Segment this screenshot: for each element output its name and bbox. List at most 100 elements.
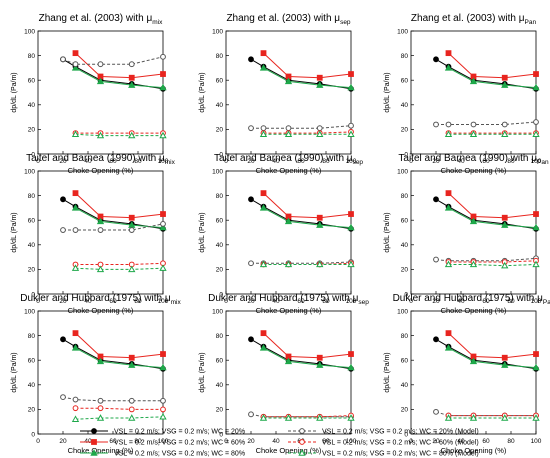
y-tick-label: 20: [401, 127, 409, 134]
y-tick-label: 100: [24, 308, 35, 315]
plot-frame: [37, 310, 164, 435]
x-tick-label: 80: [134, 298, 142, 305]
x-tick-label: 20: [432, 158, 440, 165]
x-tick-label: 100: [531, 158, 542, 165]
x-tick-label: 0: [224, 438, 228, 445]
data-point-s3: [444, 204, 453, 211]
y-tick-label: 80: [28, 53, 36, 60]
x-axis-label: Choke Opening (%): [441, 166, 507, 175]
data-point-s2: [533, 351, 539, 357]
chart-title-subscript: sep: [353, 159, 364, 166]
y-tick-label: 80: [401, 333, 409, 340]
x-tick-label: 20: [59, 298, 67, 305]
x-tick-label: 80: [134, 158, 142, 165]
data-point-m3: [259, 260, 268, 268]
data-point-s3: [259, 344, 268, 351]
chart-title-text: Taitel and Barnea (1990) with: [214, 153, 347, 164]
plot-frame: [410, 310, 537, 435]
data-point-s3: [159, 83, 167, 91]
x-axis-label: Choke Opening (%): [256, 306, 322, 315]
data-point-m3: [259, 130, 268, 138]
y-axis-label: dp/dL (Pa/m): [199, 72, 206, 112]
x-tick-label: 40: [272, 438, 280, 445]
data-point-s3: [96, 77, 105, 85]
data-point-s3: [284, 217, 293, 225]
data-point-s2: [260, 50, 267, 57]
x-tick-label: 20: [59, 158, 67, 165]
data-point-m2: [97, 405, 104, 412]
data-point-m3: [159, 412, 167, 420]
y-tick-label: 40: [216, 382, 224, 389]
data-point-s2: [533, 71, 539, 77]
chart-title: Dukler and Hubbard (1975) with μmix: [20, 293, 181, 306]
chart-title-symbol: μ: [353, 293, 359, 304]
x-tick-label: 100: [346, 158, 357, 165]
x-tick-label: 60: [482, 438, 490, 445]
data-point-s2: [316, 214, 323, 221]
data-point-m2: [128, 406, 135, 413]
data-point-m1: [248, 411, 254, 418]
data-point-s2: [72, 190, 79, 197]
x-tick-label: 100: [158, 298, 169, 305]
data-point-m3: [444, 414, 453, 421]
data-point-m1: [160, 220, 166, 227]
x-tick-label: 80: [507, 298, 515, 305]
data-point-m3: [347, 414, 355, 421]
y-tick-label: 100: [397, 168, 408, 175]
series-line-s2: [75, 332, 164, 359]
y-tick-label: 40: [401, 102, 409, 109]
data-point-s3: [469, 77, 478, 85]
series-line-s3: [75, 67, 164, 89]
series-line-m2: [263, 131, 352, 134]
data-point-m3: [128, 265, 136, 273]
y-tick-label: 60: [28, 218, 36, 225]
y-tick-label: 100: [212, 308, 223, 315]
x-axis-label: Choke Opening (%): [256, 446, 322, 455]
data-point-s3: [128, 361, 136, 368]
legend-marker: [299, 428, 305, 434]
data-point-m1: [72, 61, 79, 68]
data-point-m3: [469, 130, 478, 138]
y-tick-label: 100: [397, 28, 408, 35]
y-tick-label: 80: [28, 193, 36, 200]
data-point-m1: [128, 227, 135, 233]
x-axis-label: Choke Opening (%): [441, 446, 507, 455]
x-tick-label: 0: [36, 158, 40, 165]
chart-title-symbol: μ: [519, 13, 525, 24]
y-tick-label: 40: [216, 242, 224, 249]
series-line-m2: [75, 407, 163, 410]
data-point-m1: [60, 394, 66, 401]
plot-frame: [225, 30, 352, 155]
x-tick-label: 100: [158, 158, 169, 165]
data-point-m3: [71, 415, 80, 422]
data-point-s3: [469, 217, 478, 225]
x-tick-label: 60: [109, 158, 117, 165]
x-tick-label: 80: [322, 158, 330, 165]
chart-title-text: Dukler and Hubbard (1975) with: [393, 293, 538, 304]
data-point-m3: [532, 130, 540, 138]
data-point-s2: [348, 351, 354, 357]
data-point-m3: [316, 414, 324, 421]
chart-title-subscript: Pan: [537, 159, 549, 166]
data-point-s3: [532, 83, 540, 91]
x-tick-label: 0: [36, 438, 40, 445]
y-tick-label: 60: [216, 218, 224, 225]
legend-label: VSL = 0.2 m/s; VSG = 0.2 m/s; WC = 60%: [114, 440, 245, 447]
chart-title: Zhang et al. (2003) with μmix: [39, 13, 163, 26]
legend-marker: [91, 439, 97, 445]
data-point-s2: [128, 74, 135, 81]
y-tick-label: 80: [216, 53, 224, 60]
data-point-m3: [71, 264, 80, 271]
data-point-s3: [159, 223, 167, 231]
x-tick-label: 100: [346, 438, 357, 445]
series-line-m3: [75, 267, 164, 270]
data-point-s3: [159, 363, 167, 371]
x-tick-label: 0: [224, 298, 228, 305]
x-tick-label: 100: [531, 298, 542, 305]
data-point-s3: [259, 64, 268, 71]
x-tick-label: 20: [247, 438, 255, 445]
data-point-s3: [316, 361, 324, 368]
